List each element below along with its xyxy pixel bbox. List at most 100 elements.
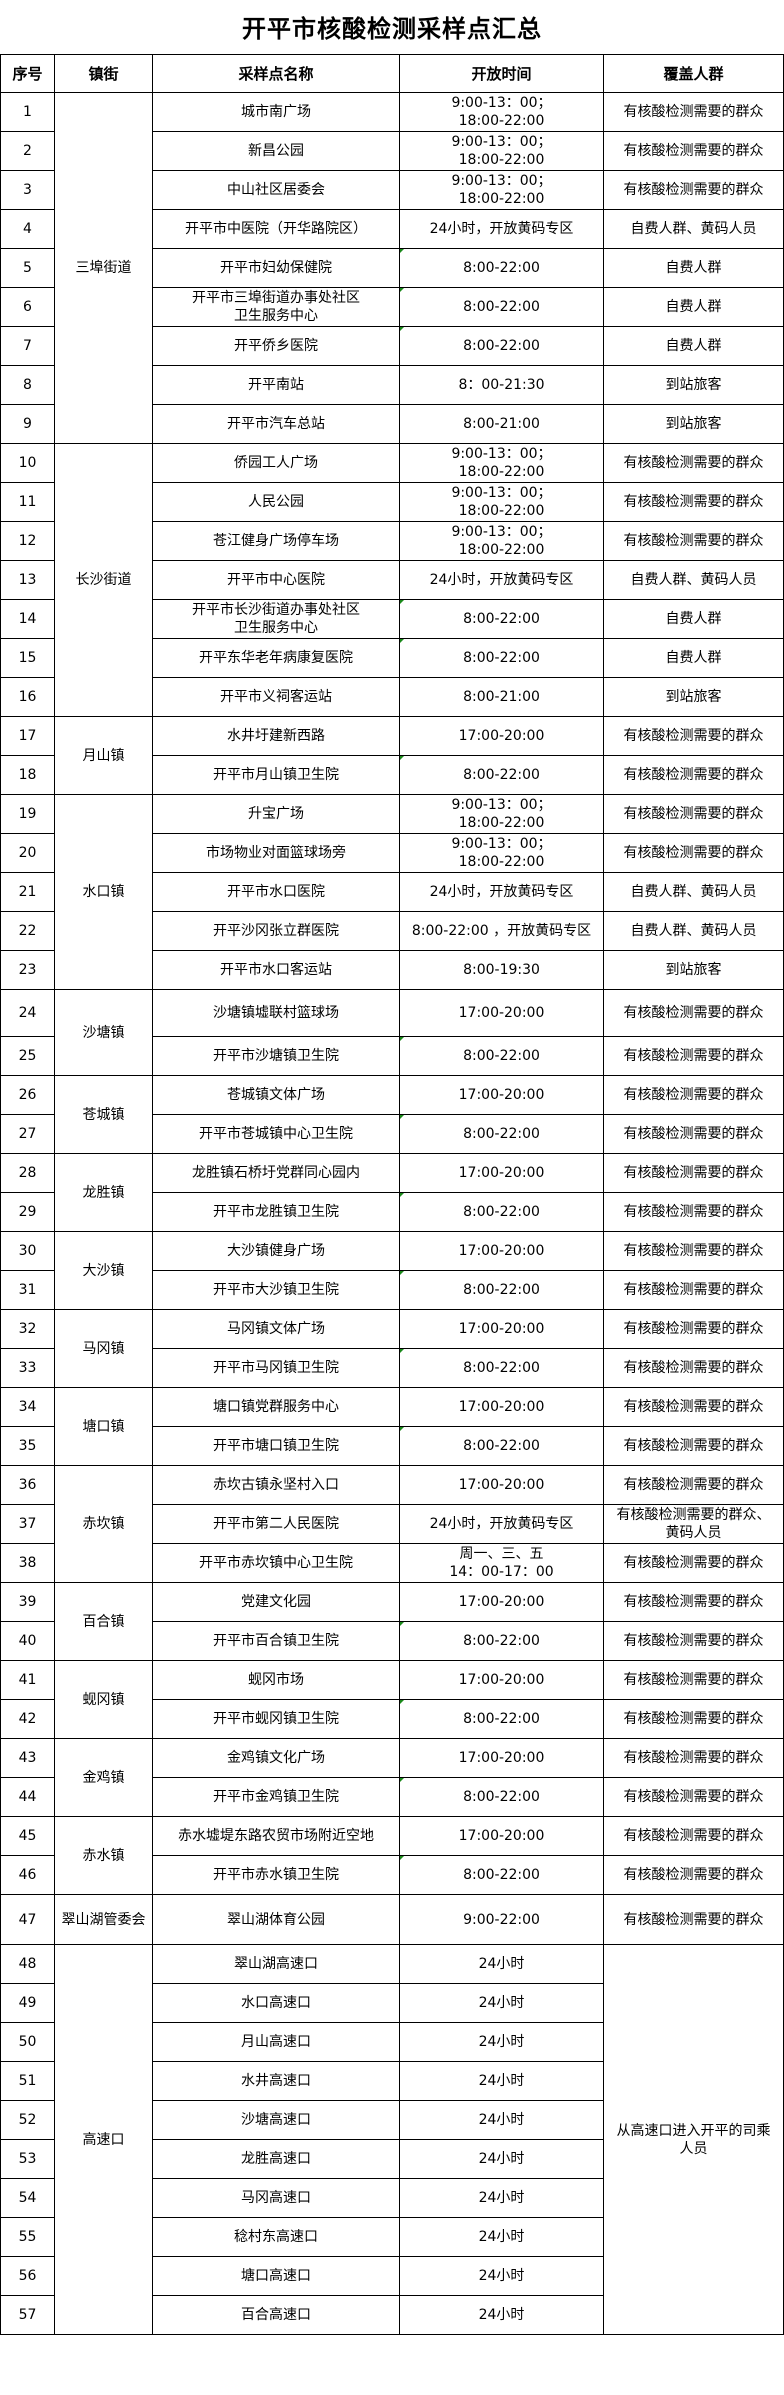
site-name: 塘口镇党群服务中心 [152,1387,400,1427]
coverage-cell: 从高速口进入开平的司乘 人员 [603,1944,784,2335]
coverage-cell: 有核酸检测需要的群众 [603,1231,784,1271]
row-number: 14 [0,599,55,639]
coverage-cell: 有核酸检测需要的群众 [603,1114,784,1154]
row-number: 28 [0,1153,55,1193]
row-number: 33 [0,1348,55,1388]
coverage-cell: 有核酸检测需要的群众 [603,1621,784,1661]
table-row: 31 开平市大沙镇卫生院 8:00-22:00 有核酸检测需要的群众 [0,1270,784,1310]
table-row: 57 百合高速口 24小时 [0,2295,784,2335]
coverage-cell: 自费人群 [603,638,784,678]
site-name: 开平市金鸡镇卫生院 [152,1777,400,1817]
site-name: 百合高速口 [152,2295,400,2335]
coverage-cell: 有核酸检测需要的群众 [603,1309,784,1349]
row-number: 2 [0,131,55,171]
row-number: 7 [0,326,55,366]
town-cell: 长沙街道 [54,443,153,717]
coverage-cell: 有核酸检测需要的群众 [603,989,784,1037]
opening-hours: 8:00-22:00 [399,1036,604,1076]
coverage-cell: 有核酸检测需要的群众 [603,131,784,171]
table-row: 48 高速口 翠山湖高速口 24小时 从高速口进入开平的司乘 人员 [0,1944,784,2335]
row-number: 27 [0,1114,55,1154]
site-name: 赤水墟堤东路农贸市场附近空地 [152,1816,400,1856]
table-row: 3 中山社区居委会 9:00-13：00； 18:00-22:00 有核酸检测需要的群… [0,170,784,210]
opening-hours: 17:00-20:00 [399,1231,604,1271]
row-number: 41 [0,1660,55,1700]
coverage-cell: 有核酸检测需要的群众 [603,1543,784,1583]
town-cell: 三埠街道 [54,92,153,444]
table-row: 44 开平市金鸡镇卫生院 8:00-22:00 有核酸检测需要的群众 [0,1777,784,1817]
table-row: 9 开平市汽车总站 8:00-21:00 到站旅客 [0,404,784,444]
row-number: 13 [0,560,55,600]
table-row: 51 水井高速口 24小时 [0,2061,784,2101]
site-name: 开平市义祠客运站 [152,677,400,717]
opening-hours: 9:00-22:00 [399,1894,604,1945]
opening-hours: 8:00-22:00 [399,1348,604,1388]
row-number: 29 [0,1192,55,1232]
coverage-cell: 有核酸检测需要的群众 [603,1426,784,1466]
table-row: 14 开平市长沙街道办事处社区 卫生服务中心 8:00-22:00 自费人群 [0,599,784,639]
table-row: 19 水口镇 升宝广场 9:00-13：00； 18:00-22:00 有核酸检测需要的… [0,794,784,990]
row-number: 46 [0,1855,55,1895]
table-row: 22 开平沙冈张立群医院 8:00-22:00 ，开放黄码专区 自费人群、黄码人员 [0,911,784,951]
opening-hours: 9:00-13：00； 18:00-22:00 [399,92,604,132]
row-number: 49 [0,1983,55,2023]
site-name: 开平市三埠街道办事处社区 卫生服务中心 [152,287,400,327]
opening-hours: 24小时 [399,2061,604,2101]
coverage-cell: 到站旅客 [603,365,784,405]
town-cell: 大沙镇 [54,1231,153,1310]
opening-hours: 17:00-20:00 [399,1387,604,1427]
site-name: 人民公园 [152,482,400,522]
table-row: 29 开平市龙胜镇卫生院 8:00-22:00 有核酸检测需要的群众 [0,1192,784,1232]
coverage-cell: 有核酸检测需要的群众 [603,482,784,522]
site-name: 开平市水口医院 [152,872,400,912]
table-row: 53 龙胜高速口 24小时 [0,2139,784,2179]
table-row: 33 开平市马冈镇卫生院 8:00-22:00 有核酸检测需要的群众 [0,1348,784,1388]
table-row: 39 百合镇 党建文化园 17:00-20:00 有核酸检测需要的群众 [0,1582,784,1661]
row-number: 26 [0,1075,55,1115]
opening-hours: 8:00-22:00 [399,1426,604,1466]
row-number: 19 [0,794,55,834]
site-name: 稔村东高速口 [152,2217,400,2257]
opening-hours: 8:00-22:00 [399,1192,604,1232]
opening-hours: 8：00-21:30 [399,365,604,405]
table-row: 25 开平市沙塘镇卫生院 8:00-22:00 有核酸检测需要的群众 [0,1036,784,1076]
coverage-cell: 自费人群、黄码人员 [603,911,784,951]
table-row: 13 开平市中心医院 24小时，开放黄码专区 自费人群、黄码人员 [0,560,784,600]
coverage-cell: 有核酸检测需要的群众 [603,1153,784,1193]
row-number: 11 [0,482,55,522]
header-town: 镇街 [54,54,153,93]
coverage-cell: 自费人群、黄码人员 [603,872,784,912]
row-number: 39 [0,1582,55,1622]
row-number: 43 [0,1738,55,1778]
opening-hours: 8:00-22:00 ，开放黄码专区 [399,911,604,951]
opening-hours: 17:00-20:00 [399,1309,604,1349]
town-cell: 金鸡镇 [54,1738,153,1817]
opening-hours: 17:00-20:00 [399,1660,604,1700]
coverage-cell: 到站旅客 [603,950,784,990]
table-row: 10 长沙街道 侨园工人广场 9:00-13：00； 18:00-22:00 有核酸检测… [0,443,784,717]
opening-hours: 17:00-20:00 [399,716,604,756]
table-row: 21 开平市水口医院 24小时，开放黄码专区 自费人群、黄码人员 [0,872,784,912]
town-cell: 沙塘镇 [54,989,153,1076]
site-name: 侨园工人广场 [152,443,400,483]
site-name: 水口高速口 [152,1983,400,2023]
opening-hours: 24小时 [399,2295,604,2335]
coverage-cell: 有核酸检测需要的群众 [603,1465,784,1505]
header-site-name: 采样点名称 [152,54,400,93]
table-row: 36 赤坎镇 赤坎古镇永坚村入口 17:00-20:00 有核酸检测需要的群众 [0,1465,784,1583]
row-number: 15 [0,638,55,678]
row-number: 54 [0,2178,55,2218]
site-name: 开平东华老年病康复医院 [152,638,400,678]
row-number: 8 [0,365,55,405]
site-name: 沙塘高速口 [152,2100,400,2140]
coverage-cell: 有核酸检测需要的群众 [603,1777,784,1817]
coverage-cell: 有核酸检测需要的群众 [603,1816,784,1856]
table-row: 41 蚬冈镇 蚬冈市场 17:00-20:00 有核酸检测需要的群众 [0,1660,784,1739]
opening-hours: 24小时 [399,2139,604,2179]
site-name: 开平市沙塘镇卫生院 [152,1036,400,1076]
coverage-cell: 有核酸检测需要的群众 [603,1738,784,1778]
site-name: 开平沙冈张立群医院 [152,911,400,951]
table-row: 49 水口高速口 24小时 [0,1983,784,2023]
opening-hours: 17:00-20:00 [399,1153,604,1193]
row-number: 45 [0,1816,55,1856]
